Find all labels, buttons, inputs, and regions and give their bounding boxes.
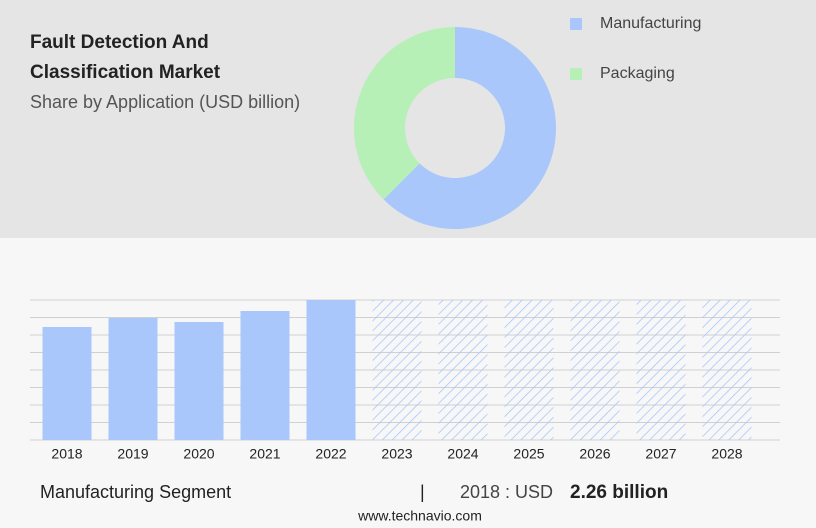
forecast-placeholder bbox=[504, 300, 554, 440]
footer-separator: | bbox=[420, 482, 425, 502]
legend-swatch bbox=[570, 68, 582, 80]
donut-slice bbox=[383, 27, 556, 229]
x-tick-label: 2022 bbox=[315, 446, 346, 462]
bar bbox=[306, 300, 356, 440]
x-tick-label: 2021 bbox=[249, 446, 280, 462]
x-tick-label: 2027 bbox=[645, 446, 676, 462]
subtitle: Share by Application (USD billion) bbox=[30, 92, 300, 112]
footer-segment: Manufacturing Segment bbox=[40, 482, 231, 502]
footer-highlight: 2.26 billion bbox=[570, 482, 668, 503]
x-tick-label: 2028 bbox=[711, 446, 742, 462]
bar bbox=[174, 322, 224, 440]
forecast-placeholder bbox=[438, 300, 488, 440]
bar bbox=[42, 327, 92, 440]
x-tick-label: 2024 bbox=[447, 446, 478, 462]
x-tick-label: 2026 bbox=[579, 446, 610, 462]
x-tick-label: 2023 bbox=[381, 446, 412, 462]
title-line: Classification Market bbox=[30, 62, 221, 83]
bar bbox=[240, 311, 290, 440]
legend-label: Packaging bbox=[600, 65, 675, 82]
bar bbox=[108, 318, 158, 440]
forecast-placeholder bbox=[636, 300, 686, 440]
x-tick-label: 2018 bbox=[51, 446, 82, 462]
x-tick-label: 2025 bbox=[513, 446, 544, 462]
source: www.technavio.com bbox=[357, 508, 482, 524]
bar-chart: 2018 2019 2020 2021 2022 2023 2024 2025 2026 2027… bbox=[30, 299, 780, 462]
donut-chart: Manufacturing Packaging bbox=[353, 15, 701, 229]
legend-swatch bbox=[570, 18, 582, 30]
x-tick-label: 2020 bbox=[183, 446, 214, 462]
donut-slice bbox=[353, 27, 455, 200]
legend-label: Manufacturing bbox=[600, 15, 701, 32]
x-tick-label: 2019 bbox=[117, 446, 148, 462]
forecast-placeholder bbox=[570, 300, 620, 440]
forecast-placeholder bbox=[372, 300, 422, 440]
footer-year: 2018 : USD bbox=[460, 482, 553, 502]
title-line: Fault Detection And bbox=[30, 32, 209, 53]
forecast-placeholder bbox=[702, 300, 752, 440]
